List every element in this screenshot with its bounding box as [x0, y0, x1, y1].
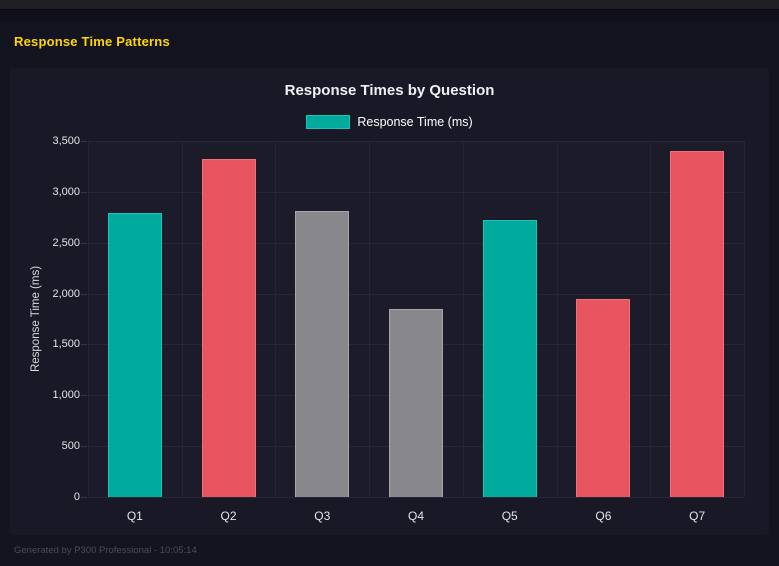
bar-Q7[interactable] — [670, 151, 725, 497]
bar-Q3[interactable] — [295, 211, 350, 497]
x-label-Q6: Q6 — [595, 509, 612, 523]
gridline-v-1 — [181, 141, 183, 497]
chart-title: Response Times by Question — [284, 82, 495, 99]
window-top-bar — [0, 0, 779, 10]
gridline-h-3500 — [88, 141, 744, 142]
footer-status: Generated by P300 Professional - 10:05:1… — [14, 545, 197, 556]
legend-label: Response Time (ms) — [357, 115, 473, 129]
x-label-Q3: Q3 — [314, 509, 331, 523]
y-tick-mark-0 — [81, 497, 87, 498]
bar-Q4[interactable] — [389, 308, 443, 497]
y-tick-mark-500 — [81, 446, 87, 448]
x-label-Q1: Q1 — [126, 509, 143, 523]
y-tick-mark-1500 — [81, 344, 87, 346]
y-tick-3000: 3,000 — [52, 185, 80, 198]
x-label-Q7: Q7 — [689, 509, 706, 523]
gridline-v-0 — [88, 141, 89, 497]
gridline-v-5 — [556, 141, 558, 497]
gridline-v-7 — [744, 141, 745, 497]
gridline-h-2000 — [88, 293, 744, 295]
header-band — [0, 10, 779, 22]
y-tick-mark-3500 — [81, 141, 87, 142]
y-tick-2000: 2,000 — [52, 287, 80, 300]
bar-Q1[interactable] — [107, 213, 162, 497]
gridline-h-2500 — [88, 242, 744, 244]
x-label-Q4: Q4 — [407, 509, 424, 523]
y-tick-500: 500 — [61, 440, 80, 453]
gridline-v-3 — [369, 141, 371, 497]
y-tick-mark-1000 — [81, 395, 87, 397]
page-title: Response Time Patterns — [14, 34, 170, 49]
legend-swatch — [306, 115, 351, 129]
y-tick-2500: 2,500 — [52, 236, 80, 249]
x-label-Q2: Q2 — [220, 509, 237, 523]
x-label-Q5: Q5 — [501, 509, 518, 523]
bar-Q5[interactable] — [482, 220, 537, 497]
gridline-h-0 — [88, 497, 744, 498]
y-tick-mark-2500 — [81, 242, 87, 244]
y-axis-title: Response Time (ms) — [30, 265, 42, 373]
y-tick-1000: 1,000 — [52, 389, 80, 402]
y-tick-1500: 1,500 — [52, 338, 80, 351]
y-tick-mark-2000 — [81, 293, 87, 295]
bar-Q2[interactable] — [201, 159, 256, 497]
gridline-v-4 — [462, 141, 464, 497]
gridline-v-6 — [650, 141, 652, 497]
y-tick-3500: 3,500 — [52, 135, 80, 147]
gridline-v-2 — [275, 141, 277, 497]
y-tick-0: 0 — [73, 491, 80, 503]
bar-Q6[interactable] — [576, 298, 631, 497]
chart-legend[interactable]: Response Time (ms) — [0, 115, 779, 129]
y-tick-mark-3000 — [81, 191, 87, 193]
gridline-h-3000 — [88, 191, 744, 193]
